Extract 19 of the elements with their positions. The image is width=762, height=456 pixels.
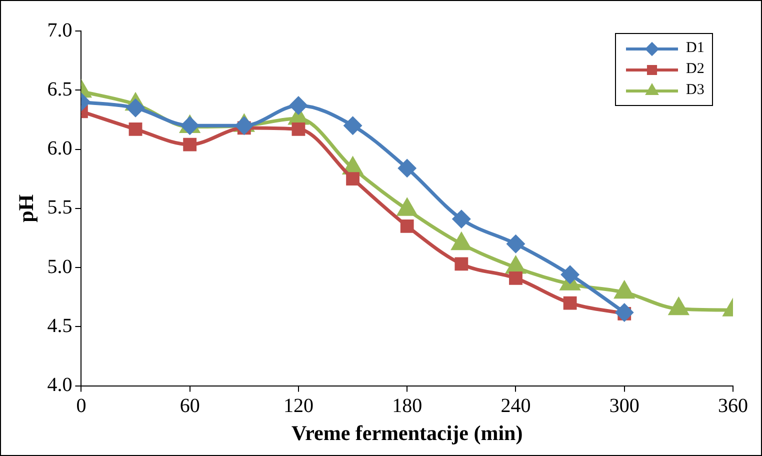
- y-tick-label: 6.5: [47, 78, 72, 100]
- x-tick-label: 240: [500, 395, 531, 418]
- x-tick-label: 300: [609, 395, 640, 418]
- x-tick-label: 60: [180, 395, 200, 418]
- y-tick-label: 7.0: [47, 19, 72, 42]
- y-tick-label: 4.0: [47, 374, 72, 396]
- y-tick-label: 5.0: [47, 256, 72, 278]
- legend-label: D2: [686, 61, 704, 78]
- y-tick-label: 5.5: [47, 196, 72, 219]
- y-tick-label: 4.5: [47, 314, 72, 337]
- x-tick-label: 360: [718, 395, 748, 418]
- x-tick-label: 0: [76, 395, 86, 418]
- x-axis-title: Vreme fermentacije (min): [291, 420, 523, 445]
- legend-label: D1: [686, 40, 704, 57]
- legend-label: D3: [686, 82, 704, 99]
- y-axis-title: pH: [14, 194, 38, 222]
- x-tick-label: 180: [392, 395, 422, 418]
- x-tick-label: 120: [283, 395, 314, 418]
- y-tick-label: 6.0: [47, 138, 72, 160]
